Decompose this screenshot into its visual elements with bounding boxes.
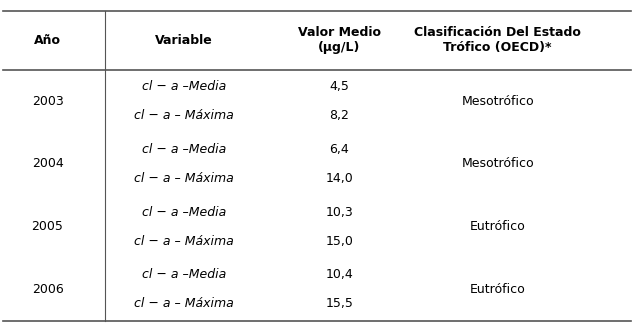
- Text: Mesotrófico: Mesotrófico: [462, 95, 534, 108]
- Text: Eutrófico: Eutrófico: [470, 283, 526, 296]
- Text: 10,3: 10,3: [325, 206, 353, 219]
- Text: Eutrófico: Eutrófico: [470, 220, 526, 233]
- Text: 2006: 2006: [32, 283, 63, 296]
- Text: Mesotrófico: Mesotrófico: [462, 157, 534, 170]
- Text: 10,4: 10,4: [325, 269, 353, 282]
- Text: cl − a – Máxima: cl − a – Máxima: [134, 235, 234, 248]
- Text: 15,5: 15,5: [325, 297, 353, 310]
- Text: cl − a –Media: cl − a –Media: [142, 269, 226, 282]
- Text: 8,2: 8,2: [329, 109, 349, 122]
- Text: Año: Año: [34, 34, 61, 47]
- Text: 2004: 2004: [32, 157, 63, 170]
- Text: 14,0: 14,0: [325, 172, 353, 185]
- Text: cl − a – Máxima: cl − a – Máxima: [134, 297, 234, 310]
- Text: Variable: Variable: [155, 34, 213, 47]
- Text: 15,0: 15,0: [325, 235, 353, 248]
- Text: Clasificación Del Estado
Trófico (OECD)*: Clasificación Del Estado Trófico (OECD)*: [414, 27, 581, 54]
- Text: Valor Medio
(μg/L): Valor Medio (μg/L): [298, 27, 380, 54]
- Text: cl − a –Media: cl − a –Media: [142, 206, 226, 219]
- Text: 6,4: 6,4: [329, 143, 349, 156]
- Text: 2003: 2003: [32, 95, 63, 108]
- Text: 2005: 2005: [32, 220, 63, 233]
- Text: cl − a –Media: cl − a –Media: [142, 143, 226, 156]
- Text: cl − a – Máxima: cl − a – Máxima: [134, 109, 234, 122]
- Text: 4,5: 4,5: [329, 80, 349, 93]
- Text: cl − a –Media: cl − a –Media: [142, 80, 226, 93]
- Text: cl − a – Máxima: cl − a – Máxima: [134, 172, 234, 185]
